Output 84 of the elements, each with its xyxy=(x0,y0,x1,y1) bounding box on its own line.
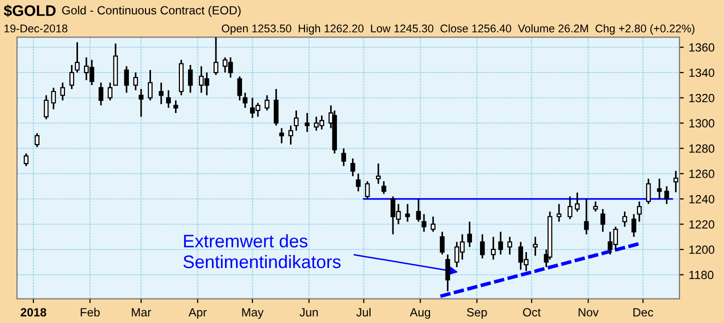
candlestick xyxy=(673,170,678,193)
candlestick xyxy=(440,231,445,256)
y-tick-label: 1240 xyxy=(689,194,714,204)
candlestick xyxy=(631,213,636,238)
candlestick xyxy=(133,72,138,91)
candlestick xyxy=(646,178,651,205)
y-tick-label: 1300 xyxy=(689,119,714,128)
candlestick xyxy=(416,198,421,222)
candlestick xyxy=(445,254,450,292)
chart-subtitle: Gold - Continuous Contract (EOD) xyxy=(62,6,241,17)
candlestick xyxy=(356,172,361,192)
candlestick xyxy=(467,220,472,248)
candlestick xyxy=(98,82,104,106)
candlestick xyxy=(600,208,606,233)
x-tick-label: Oct xyxy=(523,308,541,316)
candlestick xyxy=(148,69,153,102)
candlestick xyxy=(622,210,628,228)
candlestick xyxy=(138,88,144,118)
candlestick xyxy=(69,64,74,90)
candlestick xyxy=(173,100,178,114)
candlestick xyxy=(304,112,310,133)
candlestick xyxy=(288,124,294,146)
y-tick-label: 1360 xyxy=(689,43,714,52)
candlestick xyxy=(34,132,40,148)
x-tick-label: Aug xyxy=(410,308,430,319)
x-tick-label: 2018 xyxy=(20,308,46,316)
candlestick xyxy=(60,82,66,102)
candlestick xyxy=(341,148,346,167)
candlestick xyxy=(350,158,356,177)
candlestick xyxy=(376,162,381,185)
y-tick-label: 1320 xyxy=(689,94,714,102)
x-tick-label: Jun xyxy=(300,308,318,316)
y-tick-label: 1280 xyxy=(689,144,714,153)
candlestick xyxy=(188,64,193,94)
text: 19-Dec-2018 xyxy=(4,24,68,32)
x-tick-label: Feb xyxy=(80,308,100,316)
candlestick xyxy=(294,110,299,132)
y-tick-label: 1180 xyxy=(689,270,714,280)
x-tick-label: Nov xyxy=(578,308,599,316)
candlestick xyxy=(664,186,670,205)
candlestick xyxy=(584,198,589,236)
annotation: Extremwert des Sentimentindikators xyxy=(183,234,341,268)
candlestick xyxy=(124,65,129,94)
candlestick xyxy=(381,180,386,195)
candlestick xyxy=(166,89,171,109)
x-tick-label: Sep xyxy=(466,308,487,319)
y-tick-label: 1260 xyxy=(689,170,714,178)
candlestick xyxy=(498,231,504,256)
candlestick xyxy=(507,236,512,256)
candlestick xyxy=(279,127,284,144)
candlestick xyxy=(422,213,426,233)
candlestick xyxy=(44,94,49,120)
x-tick-label: Apr xyxy=(188,308,207,319)
x-tick-label: May xyxy=(242,308,264,319)
candlestick xyxy=(108,82,112,102)
candlestick xyxy=(274,88,279,126)
candlestick xyxy=(636,200,642,222)
chart-title: $GOLD xyxy=(4,4,56,18)
x-tick-label: Mar xyxy=(132,308,152,316)
candlestick xyxy=(568,196,572,220)
y-tick-label: 1340 xyxy=(689,68,714,77)
y-tick-label: 1220 xyxy=(689,220,714,229)
candlestick xyxy=(593,200,598,212)
candlestick xyxy=(657,178,662,200)
candlestick xyxy=(532,236,538,257)
candlestick xyxy=(405,203,410,222)
text: Open 1253.50 High 1262.20 Low 1245.30 Close 1256.40 Volume 26.2M Chg +2.80 (+0.22%) xyxy=(222,24,694,35)
candlestick xyxy=(24,152,29,167)
candlestick xyxy=(158,82,164,105)
candlestick xyxy=(556,203,562,222)
candlestick xyxy=(430,216,436,233)
candlestick xyxy=(74,41,80,74)
x-tick-label: Dec xyxy=(633,308,654,316)
candlestick xyxy=(574,192,580,212)
candlestick xyxy=(480,234,485,260)
candlestick xyxy=(490,236,496,260)
candlestick xyxy=(51,86,56,110)
candlestick xyxy=(264,94,270,112)
y-tick-label: 1200 xyxy=(689,246,714,254)
candlestick xyxy=(214,37,218,76)
candlestick xyxy=(237,76,242,102)
x-tick-label: Jul xyxy=(356,308,371,316)
candlestick xyxy=(365,180,370,200)
candlestick xyxy=(242,92,248,109)
